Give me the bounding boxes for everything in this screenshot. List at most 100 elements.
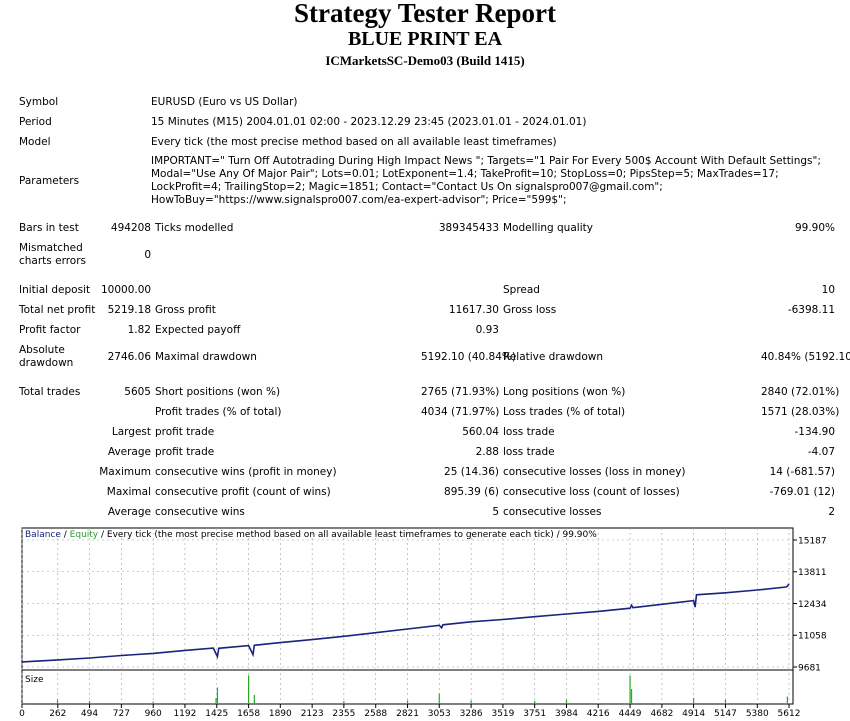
bars-label: Bars in test [19,222,79,234]
maximal-loss-label: consecutive loss (count of losses) [503,486,680,498]
average-loss-value: -4.07 [807,446,836,458]
row-maximum: Maximum consecutive wins (profit in mone… [19,462,835,482]
relative-dd-value: 40.84% (5192.10) [761,351,850,363]
row-maximal: Maximal consecutive profit (count of win… [19,482,835,502]
x-tick-label: 960 [145,709,162,719]
x-tick-label: 1658 [237,709,260,719]
x-tick-label: 4216 [587,709,610,719]
y-axis-ticks: 15187 13811 12434 11058 9681 [793,537,827,674]
bars-value: 494208 [110,222,151,234]
balance-line [21,583,790,663]
average-label: Average [107,446,151,458]
x-tick-label: 727 [113,709,130,719]
parameters-value: IMPORTANT=" Turn Off Autotrading During … [151,155,821,206]
net-profit-label: Total net profit [19,304,96,316]
largest-loss-label: loss trade [503,426,555,438]
x-tick-label: 1192 [173,709,196,719]
expected-payoff-value: 0.93 [475,324,499,336]
row-average: Average profit trade 2.88 loss trade -4.… [19,442,835,462]
mismatch-label: Mismatched charts errors [19,242,86,267]
x-tick-label: 2355 [332,709,355,719]
period-value: 15 Minutes (M15) 2004.01.01 02:00 - 2023… [151,116,587,128]
legend-description: / Every tick (the most precise method ba… [98,530,597,540]
x-tick-label: 1890 [269,709,292,719]
profit-factor-label: Profit factor [19,324,81,336]
maximal-profit-label: consecutive profit (count of wins) [155,486,331,498]
max-wins-value: 25 (14.36) [444,466,499,478]
absolute-dd-value: 2746.06 [107,351,151,363]
x-tick-label: 2123 [301,709,324,719]
size-bars [56,675,788,704]
x-tick-label: 3984 [555,709,578,719]
x-tick-label: 1425 [205,709,228,719]
avg-wins-value: 5 [492,506,499,518]
maximal-dd-label: Maximal drawdown [155,351,257,363]
largest-label: Largest [111,426,151,438]
loss-trades-label: Loss trades (% of total) [503,406,626,418]
maximal-loss-value: -769.01 (12) [769,486,836,498]
profit-factor-value: 1.82 [127,324,151,336]
total-trades-label: Total trades [19,386,81,398]
row-total-trades: Total trades 5605 Short positions (won %… [19,382,840,402]
maximal-dd-value: 5192.10 (40.84%) [421,351,516,363]
x-tick-label: 262 [49,709,66,719]
report-table: Symbol EURUSD (Euro vs US Dollar) Period… [19,92,850,522]
size-label: Size [25,675,44,685]
y-tick-label: 13811 [798,568,827,578]
gross-loss-label: Gross loss [503,304,557,316]
long-label: Long positions (won %) [503,386,626,398]
grid [21,528,793,704]
relative-dd-label: Relative drawdown [503,351,604,363]
gross-profit-label: Gross profit [155,304,216,316]
short-label: Short positions (won %) [155,386,281,398]
avg-losses-label: consecutive losses [503,506,602,518]
net-profit-value: 5219.18 [107,304,151,316]
ea-name: BLUE PRINT EA [347,28,503,50]
largest-profit-label: profit trade [155,426,215,438]
x-tick-label: 3053 [428,709,451,719]
row-mismatch: Mismatched charts errors 0 [19,238,835,272]
symbol-value: EURUSD (Euro vs US Dollar) [151,96,298,108]
x-tick-label: 0 [19,709,25,719]
row-period: Period 15 Minutes (M15) 2004.01.01 02:00… [19,112,835,132]
y-tick-label: 11058 [798,632,827,642]
row-largest: Largest profit trade 560.04 loss trade -… [19,422,835,442]
maximal-label: Maximal [106,486,151,498]
gross-profit-value: 11617.30 [448,304,499,316]
model-value: Every tick (the most precise method base… [151,136,557,148]
total-trades-value: 5605 [124,386,151,398]
x-tick-label: 4449 [619,709,642,719]
average-profit-value: 2.88 [475,446,499,458]
x-axis-ticks: 0 262 494 727 960 1192 1425 1658 1890 2123 2355 258… [19,704,800,719]
balance-chart: Balance / Equity / Every tick (the most … [19,526,849,721]
max-losses-label: consecutive losses (loss in money) [503,466,686,478]
average-profit-label: profit trade [155,446,215,458]
x-tick-label: 3519 [491,709,514,719]
y-tick-label: 9681 [798,664,821,674]
row-initial-deposit: Initial deposit 10000.00 Spread 10 [19,280,835,300]
average-loss-label: loss trade [503,446,555,458]
initial-deposit-label: Initial deposit [19,284,91,296]
mismatch-value: 0 [144,249,151,261]
x-tick-label: 3751 [523,709,546,719]
period-label: Period [19,116,52,128]
long-value: 2840 (72.01%) [761,386,840,398]
row-net-profit: Total net profit 5219.18 Gross profit 11… [19,300,835,320]
legend-equity: Equity [70,530,99,540]
avg-label: Average [107,506,151,518]
server-build: ICMarketsSC-Demo03 (Build 1415) [325,53,525,68]
row-bars: Bars in test 494208 Ticks modelled 38934… [19,218,835,238]
initial-deposit-value: 10000.00 [101,284,152,296]
y-tick-label: 15187 [798,537,827,547]
row-parameters: Parameters IMPORTANT=" Turn Off Autotrad… [19,152,835,210]
row-profit-factor: Profit factor 1.82 Expected payoff 0.93 [19,320,835,340]
quality-value: 99.90% [794,222,836,234]
ticks-value: 389345433 [438,222,499,234]
parameters-label: Parameters [19,175,80,187]
maximal-profit-value: 895.39 (6) [444,486,499,498]
maximum-label: Maximum [99,466,151,478]
model-label: Model [19,136,51,148]
gross-loss-value: -6398.11 [787,304,836,316]
x-tick-label: 494 [81,709,98,719]
avg-losses-value: 2 [828,506,836,518]
